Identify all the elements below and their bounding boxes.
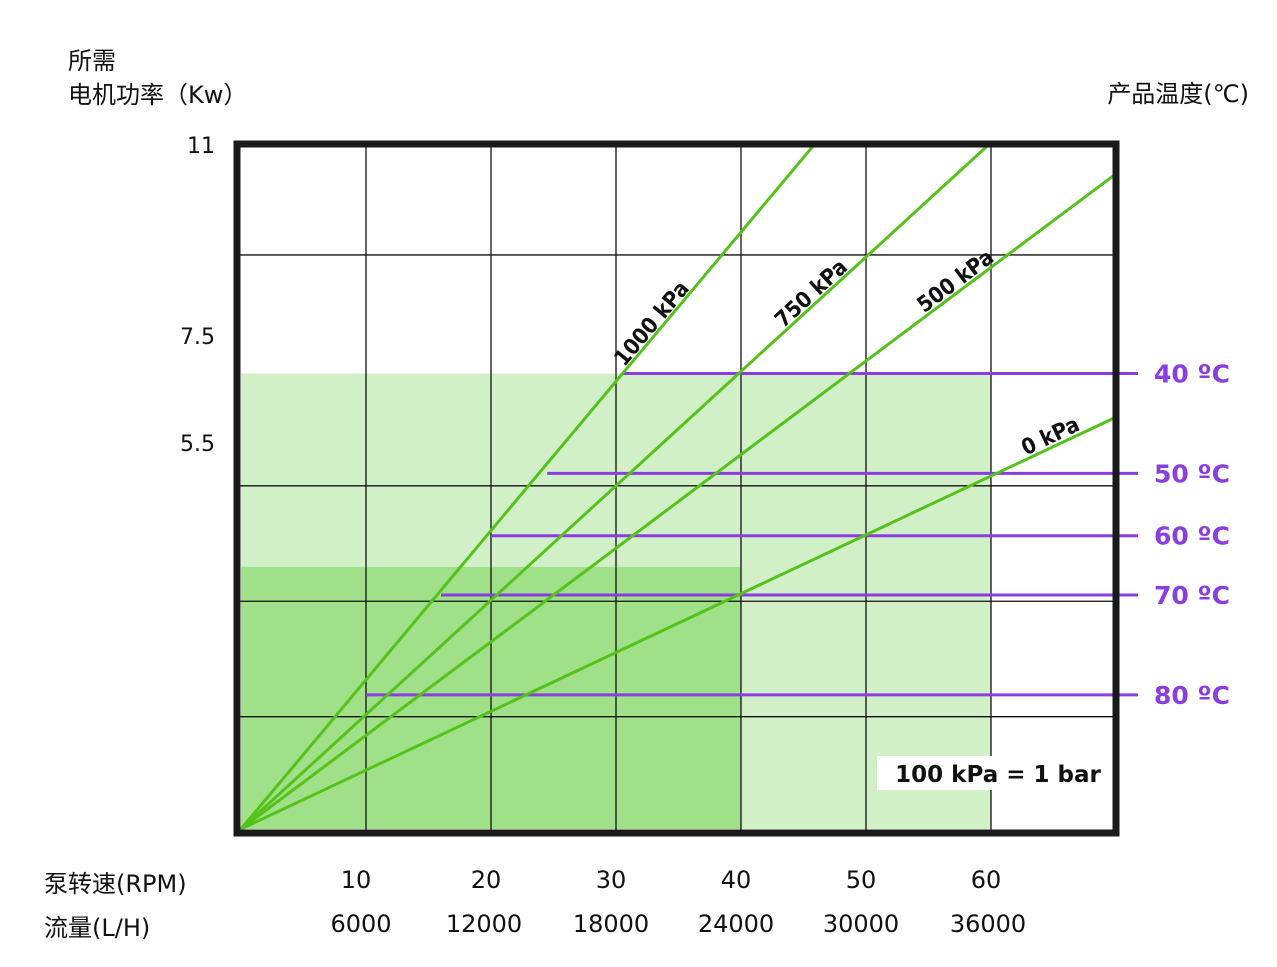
pressure-line (240, 172, 1116, 831)
y-tick-label: 5.5 (180, 432, 215, 457)
pressure-line (240, 415, 1116, 831)
flow-tick-label: 36000 (949, 910, 1027, 938)
flow-tick-label: 18000 (572, 910, 650, 938)
series-label: 0 kPa (1018, 412, 1084, 461)
right-axis-title: 产品温度(℃) (1107, 80, 1249, 108)
flow-tick-label: 12000 (445, 910, 523, 938)
y-axis-title-line1: 所需 (68, 47, 116, 75)
y-axis-title-line2: 电机功率（Kw） (68, 81, 248, 109)
y-tick-label: 11 (187, 134, 215, 159)
unit-note: 100 kPa = 1 bar (895, 762, 1101, 788)
temperature-label: 70 ºC (1154, 581, 1230, 610)
series-group (239, 144, 1116, 831)
note-box (877, 756, 1100, 790)
rpm-row-label: 泵转速(RPM) (44, 870, 187, 898)
y-tick-label: 7.5 (180, 325, 215, 350)
rpm-tick-label: 20 (470, 866, 502, 894)
series-label: 500 kPa (913, 245, 999, 318)
flow-tick-label: 24000 (697, 910, 775, 938)
flow-tick-label: 6000 (330, 910, 392, 938)
flow-row-label: 流量(L/H) (44, 914, 151, 942)
rpm-tick-label: 60 (970, 866, 1002, 894)
pressure-line (239, 144, 992, 831)
series-label: 1000 kPa (610, 277, 695, 372)
rpm-tick-label: 50 (845, 866, 877, 894)
flow-tick-label: 30000 (822, 910, 900, 938)
rpm-tick-label: 30 (595, 866, 627, 894)
temperature-label: 50 ºC (1154, 459, 1230, 488)
chart-frame (233, 140, 1120, 837)
pressure-line (239, 144, 817, 830)
rpm-tick-label: 10 (340, 866, 372, 894)
temperature-label: 40 ºC (1154, 359, 1230, 388)
series-label: 750 kPa (770, 255, 852, 333)
temperature-label: 80 ºC (1154, 681, 1230, 710)
rpm-tick-label: 40 (720, 866, 752, 894)
temperature-label: 60 ºC (1154, 522, 1230, 551)
